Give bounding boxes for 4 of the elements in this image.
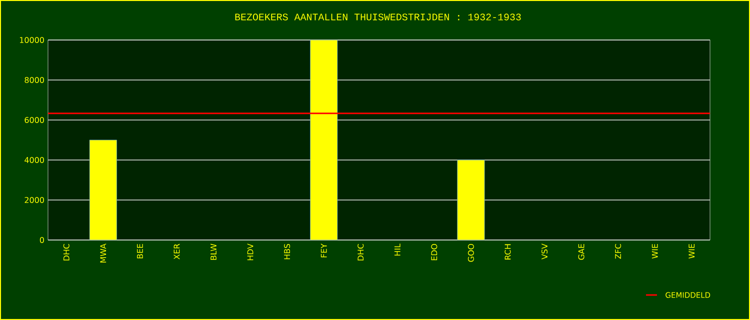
bar: [310, 40, 338, 240]
bar: [89, 140, 117, 240]
chart-title: BEZOEKERS AANTALLEN THUISWEDSTRIJDEN : 1932-1933: [235, 14, 521, 20]
bar: [457, 160, 485, 240]
